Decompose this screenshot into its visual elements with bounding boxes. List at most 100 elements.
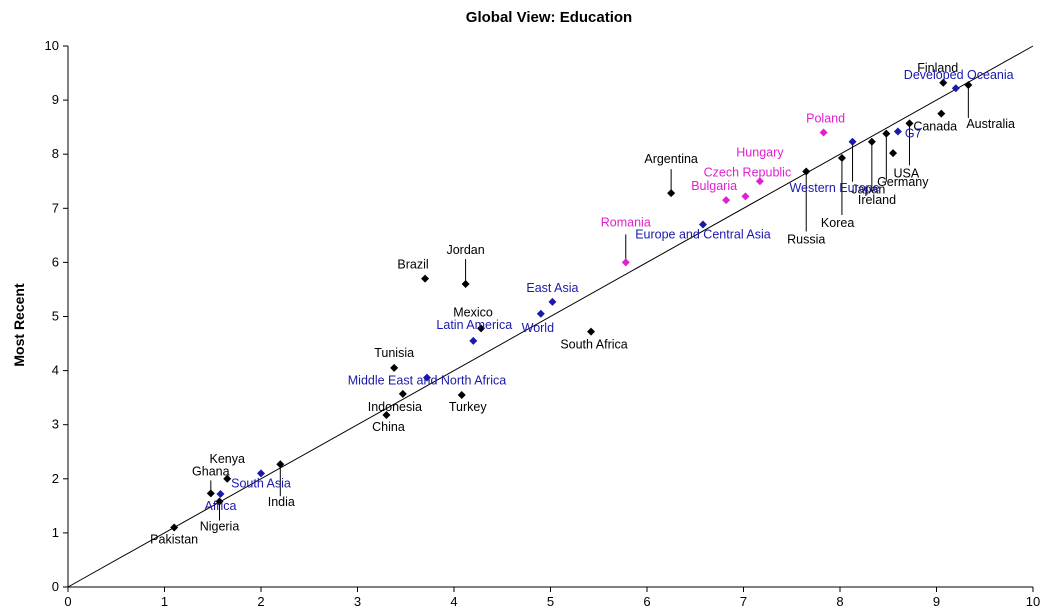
x-tick-label: 1: [161, 594, 168, 609]
label-mexico: Mexico: [453, 305, 493, 319]
point-czech-republic: [741, 192, 750, 201]
point-romania: [621, 258, 630, 267]
point-east-asia: [548, 297, 557, 306]
chart-title: Global View: Education: [466, 9, 632, 26]
point-japan: [882, 129, 891, 138]
y-tick-label: 6: [52, 254, 59, 269]
point-g7: [893, 127, 902, 136]
point-china: [382, 410, 391, 419]
axes: 0 1 2 3 4 5 6 7 8 9 10 0 1 2 3 4 5 6 7 8 9 10: [45, 38, 1041, 609]
y-tick-label: 9: [52, 92, 59, 107]
point-south-africa: [587, 327, 596, 336]
point-russia: [802, 167, 811, 176]
x-tick-label: 10: [1026, 594, 1040, 609]
point-western-europe: [848, 137, 857, 146]
label-pakistan: Pakistan: [150, 532, 198, 546]
label-argentina: Argentina: [644, 152, 698, 166]
point-ireland: [867, 137, 876, 146]
label-india: India: [268, 495, 295, 509]
x-tick-label: 5: [547, 594, 554, 609]
x-tick-label: 4: [450, 594, 457, 609]
point-hungary: [755, 177, 764, 186]
label-turkey: Turkey: [449, 400, 487, 414]
point-south-asia: [257, 469, 265, 478]
label-japan: Japan: [851, 183, 885, 197]
x-tick-label: 9: [933, 594, 940, 609]
point-middle-east-and-north-africa: [422, 373, 431, 382]
point-australia: [964, 80, 973, 89]
point-europe-and-central-asia: [698, 220, 707, 229]
label-kenya: Kenya: [209, 452, 244, 466]
point-ghana: [206, 489, 215, 498]
y-tick-label: 4: [52, 363, 59, 378]
label-world: World: [522, 321, 554, 335]
y-tick-label: 8: [52, 146, 59, 161]
point-pakistan: [170, 523, 179, 532]
label-africa: Africa: [204, 499, 236, 513]
point-poland: [819, 128, 828, 137]
x-tick-label: 2: [257, 594, 264, 609]
label-china: China: [372, 420, 405, 434]
reference-line: [67, 45, 1034, 588]
label-canada: Canada: [913, 120, 957, 134]
point-bulgaria: [722, 196, 731, 205]
label-south-africa: South Africa: [560, 338, 627, 352]
x-tick-label: 8: [836, 594, 843, 609]
y-tick-label: 5: [52, 309, 59, 324]
label-hungary: Hungary: [736, 145, 784, 159]
point-usa: [905, 119, 914, 128]
label-east-asia: East Asia: [526, 281, 578, 295]
y-tick-label: 10: [45, 38, 59, 53]
label-korea: Korea: [821, 216, 854, 230]
y-axis-label: Most Recent: [11, 283, 27, 367]
label-europe-and-central-asia: Europe and Central Asia: [635, 228, 771, 242]
label-poland: Poland: [806, 112, 845, 126]
point-mexico: [477, 324, 486, 333]
label-czech-republic: Czech Republic: [704, 165, 792, 179]
label-bulgaria: Bulgaria: [691, 179, 737, 193]
point-tunisia: [390, 363, 399, 372]
point-argentina: [667, 189, 676, 198]
label-usa: USA: [893, 166, 919, 180]
data-points: [170, 78, 973, 532]
point-korea: [837, 153, 846, 162]
point-brazil: [421, 274, 430, 283]
label-indonesia: Indonesia: [368, 400, 422, 414]
point-kenya: [223, 474, 232, 483]
label-germany: Germany: [877, 175, 929, 189]
point-africa: [216, 489, 225, 498]
label-russia: Russia: [787, 233, 825, 247]
point-indonesia: [398, 389, 407, 398]
point-latin-america: [469, 336, 478, 345]
reference-line-group: [67, 45, 1034, 588]
label-ireland: Ireland: [858, 193, 896, 207]
leader-lines: [210, 84, 969, 521]
label-romania: Romania: [601, 215, 651, 229]
point-nigeria: [215, 497, 224, 506]
x-tick-label: 6: [643, 594, 650, 609]
label-middle-east-and-north-africa: Middle East and North Africa: [348, 374, 506, 388]
point-world: [536, 309, 545, 318]
point-india: [276, 460, 285, 469]
point-jordan: [461, 280, 470, 289]
point-finland: [939, 78, 948, 87]
label-australia: Australia: [966, 117, 1015, 131]
point-canada: [937, 109, 946, 118]
label-tunisia: Tunisia: [374, 346, 414, 360]
y-tick-label: 0: [52, 579, 59, 594]
y-tick-label: 3: [52, 417, 59, 432]
y-tick-label: 2: [52, 471, 59, 486]
label-south-asia: South Asia: [231, 476, 291, 490]
label-latin-america: Latin America: [436, 318, 512, 332]
point-developed-oceania: [951, 84, 960, 93]
label-g7: G7: [905, 126, 922, 140]
x-tick-label: 3: [354, 594, 361, 609]
point-turkey: [457, 390, 466, 399]
y-tick-label: 1: [52, 525, 59, 540]
label-brazil: Brazil: [397, 258, 428, 272]
x-tick-label: 0: [64, 594, 71, 609]
label-ghana: Ghana: [192, 464, 230, 478]
label-western-europe: Western Europe: [789, 181, 879, 195]
